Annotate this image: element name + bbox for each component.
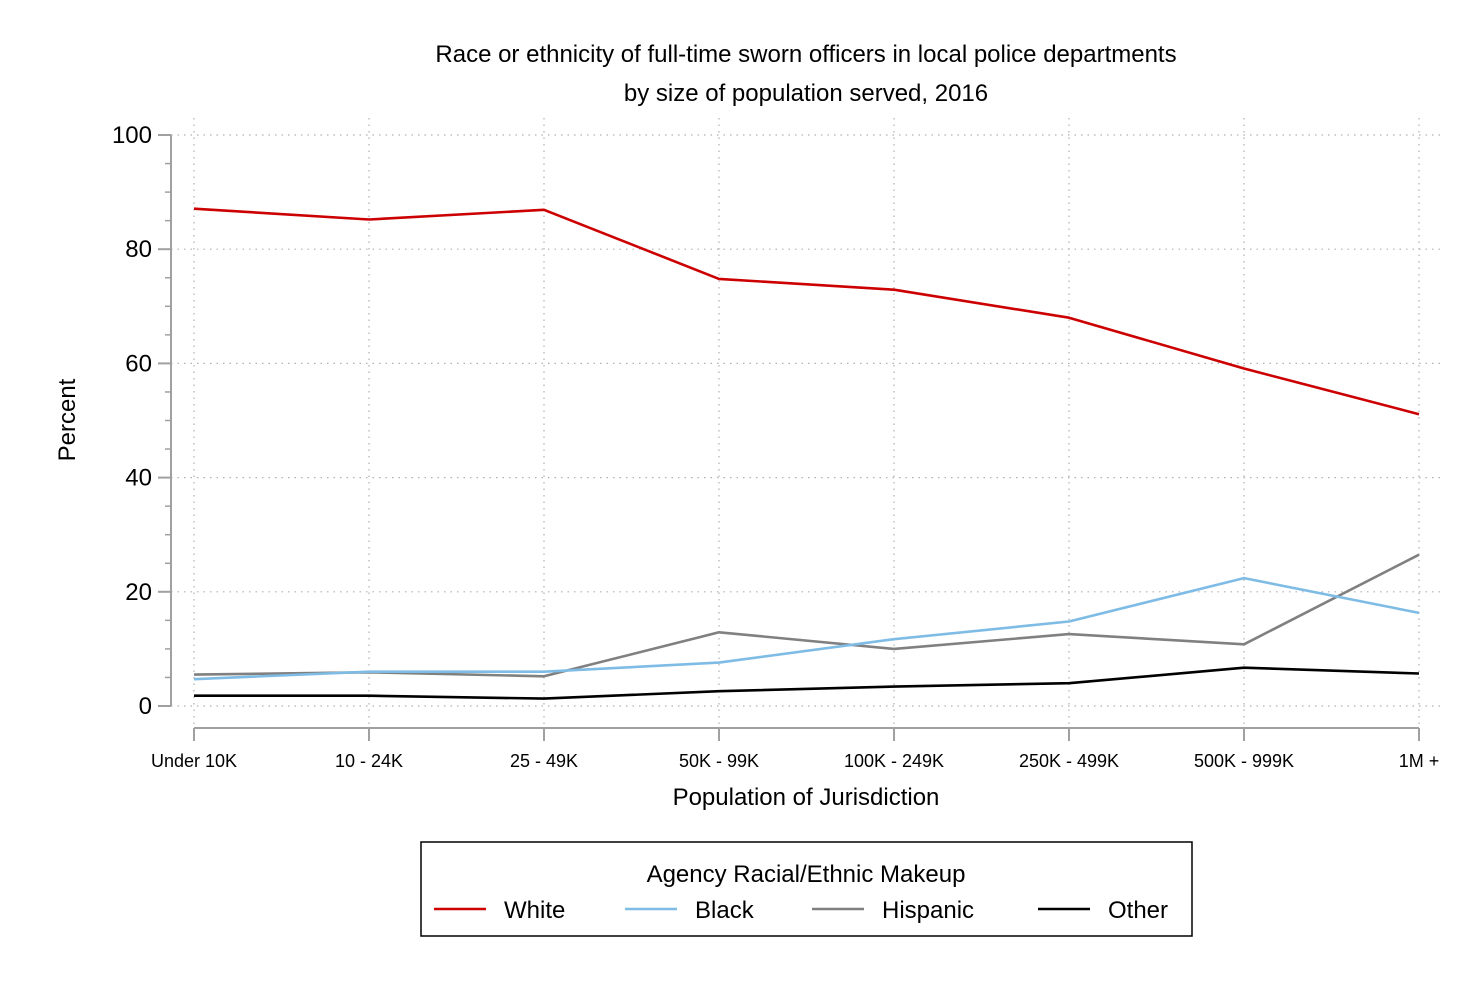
x-tick-label: 500K - 999K: [1194, 751, 1294, 771]
legend-label-white: White: [504, 897, 565, 924]
chart-title: Race or ethnicity of full-time sworn off…: [435, 41, 1176, 68]
legend-label-hispanic: Hispanic: [882, 897, 974, 924]
series-line-black: [193, 576, 1420, 681]
legend-items: White Black Hispanic Other: [434, 897, 1168, 924]
series-lines: [193, 207, 1420, 700]
x-tick-label: 50K - 99K: [679, 751, 759, 771]
x-tick-label: 10 - 24K: [335, 751, 403, 771]
series-line-white: [193, 207, 1420, 416]
x-axis-label: Population of Jurisdiction: [673, 784, 940, 811]
series-line-other: [194, 666, 1420, 700]
y-tick-label: 100: [112, 122, 152, 149]
y-tick-label: 60: [125, 350, 152, 377]
legend-title: Agency Racial/Ethnic Makeup: [647, 861, 966, 888]
y-tick-label: 20: [125, 579, 152, 606]
y-tick-label: 40: [125, 465, 152, 492]
chart-subtitle: by size of population served, 2016: [624, 80, 988, 107]
legend-label-black: Black: [695, 897, 755, 924]
y-axis: 0 20 40 60 80 100: [112, 122, 172, 720]
y-tick-label: 0: [139, 693, 152, 720]
gridlines: [171, 118, 1445, 728]
x-tick-label: 250K - 499K: [1019, 751, 1119, 771]
legend-box: [420, 841, 1193, 937]
legend-label-other: Other: [1108, 897, 1168, 924]
x-axis: Under 10K 10 - 24K 25 - 49K 50K - 99K 100K -…: [151, 727, 1440, 771]
x-tick-label: 25 - 49K: [510, 751, 578, 771]
series-line-hispanic: [193, 553, 1420, 678]
y-axis-label: Percent: [54, 378, 81, 461]
x-tick-label: Under 10K: [151, 751, 237, 771]
y-tick-label: 80: [125, 236, 152, 263]
legend: Agency Racial/Ethnic Makeup White Black Hi…: [420, 841, 1193, 937]
x-tick-label: 100K - 249K: [844, 751, 944, 771]
x-tick-label: 1M +: [1399, 751, 1440, 771]
